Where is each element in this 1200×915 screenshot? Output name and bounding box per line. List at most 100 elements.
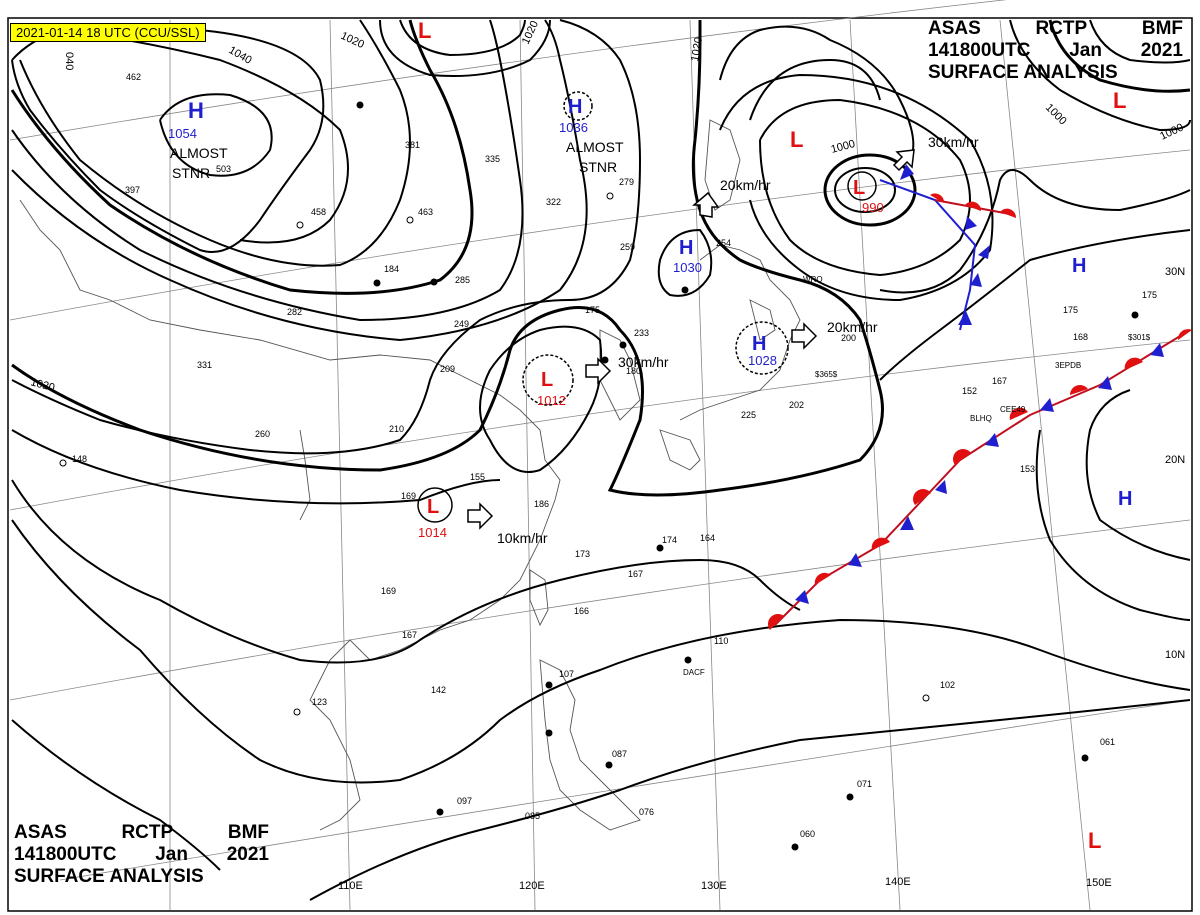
motion-label: 30km/hr: [928, 134, 979, 150]
station-pressure: 175: [1063, 305, 1078, 315]
station-pressure: 381: [405, 140, 420, 150]
station-pressure: 249: [454, 319, 469, 329]
station-pressure: 285: [455, 275, 470, 285]
station-codes: WRO DACF 3EPDB $301$ $365$ BLHQ CEE49: [683, 275, 1151, 677]
header-time: 141800UTC: [14, 844, 117, 865]
station-code: $365$: [815, 370, 838, 379]
station-pressure: 152: [962, 386, 977, 396]
station-pressure: 071: [857, 779, 872, 789]
station-pressure: 061: [1100, 737, 1115, 747]
station-code: WRO: [803, 275, 823, 284]
station-pressure: 166: [574, 606, 589, 616]
header-station: RCTP: [121, 822, 174, 843]
lon-label: 110E: [338, 880, 363, 892]
station-code: CEE49: [1000, 405, 1026, 414]
motion-label: 10km/hr: [497, 530, 548, 546]
station-pressure: 463: [418, 207, 433, 217]
station-pressure: 173: [575, 549, 590, 559]
station-pressure: 225: [741, 410, 756, 420]
station-pressure: 169: [381, 586, 396, 596]
station-pressure: 458: [311, 207, 326, 217]
station-pressure: 175: [1142, 290, 1157, 300]
header-title: SURFACE ANALYSIS: [14, 866, 204, 887]
station-pressure: 282: [287, 307, 302, 317]
motion-labels: 30km/hr 20km/hr 30km/hr 20km/hr 10km/hr: [497, 134, 979, 546]
station-pressure: 233: [634, 328, 649, 338]
graticule-labels: 110E 120E 130E 140E 150E 30N 20N 10N: [338, 266, 1185, 892]
isobars: [10, 19, 1191, 901]
low-center-symbol: L: [418, 18, 431, 43]
station-pressure: 174: [662, 535, 677, 545]
station-pressure: 210: [389, 424, 404, 434]
coastlines: [19, 119, 801, 831]
station-pressure: 167: [402, 630, 417, 640]
station-pressure: 397: [125, 185, 140, 195]
station-pressure: 155: [470, 472, 485, 482]
header-code: BMF: [227, 822, 269, 843]
header-time: 141800UTC: [928, 40, 1031, 61]
station-pressure: 085: [525, 811, 540, 821]
station-pressure: 167: [628, 569, 643, 579]
high-center-symbol: H: [1072, 255, 1086, 277]
station-pressure: 462: [126, 72, 141, 82]
station-pressure: 200: [841, 333, 856, 343]
low-center-symbol: L: [541, 369, 553, 391]
center-note: STNR: [172, 165, 210, 181]
cold-front: [879, 179, 977, 331]
low-center-value: 990: [862, 200, 884, 215]
high-center-symbol: H: [679, 237, 693, 259]
center-note: ALMOST: [170, 145, 228, 161]
high-center-value: 1036: [559, 120, 588, 135]
station-plots: [59, 101, 1139, 851]
header-bottom-left: ASAS RCTP BMF 141800UTC Jan 2021 SURFACE ANA…: [14, 822, 269, 888]
station-pressure: 202: [789, 400, 804, 410]
lat-label: 30N: [1165, 266, 1185, 278]
station-pressure: 168: [1073, 332, 1088, 342]
header-year: 2021: [1140, 40, 1183, 61]
station-pressure: 097: [457, 796, 472, 806]
station-pressure: 142: [431, 685, 446, 695]
station-pressure: 123: [312, 697, 327, 707]
header-top-right: ASAS RCTP BMF 141800UTC Jan 2021 SURFACE ANA…: [928, 18, 1183, 84]
center-note: STNR: [579, 159, 617, 175]
header-code: BMF: [1141, 18, 1183, 39]
station-pressure: 148: [72, 454, 87, 464]
station-code: BLHQ: [970, 414, 992, 423]
station-pressure: 169: [401, 491, 416, 501]
low-center-symbol: L: [853, 177, 865, 199]
high-center-symbol: H: [188, 98, 204, 123]
low-center-value: 1012: [537, 393, 566, 408]
station-pressure: 184: [384, 264, 399, 274]
center-circles: [522, 91, 789, 406]
high-center-value: 1054: [168, 126, 197, 141]
high-center-symbol: H: [752, 333, 766, 355]
analysis-time-stamp: 2021-01-14 18 UTC (CCU/SSL): [10, 23, 206, 42]
station-pressure: 331: [197, 360, 212, 370]
station-pressure: 186: [534, 499, 549, 509]
station-pressure: 322: [546, 197, 561, 207]
station-pressure: 254: [716, 238, 731, 248]
station-pressure: 180: [626, 366, 641, 376]
front-symbols: [767, 164, 1192, 630]
low-center-symbol: L: [427, 496, 439, 518]
high-center-value: 1028: [748, 353, 777, 368]
station-pressure: 102: [940, 680, 955, 690]
header-month: Jan: [155, 844, 188, 865]
station-code: 3EPDB: [1055, 361, 1081, 370]
station-pressure: 164: [700, 533, 715, 543]
motion-label: 30km/hr: [618, 354, 669, 370]
lat-label: 10N: [1165, 649, 1185, 661]
low-center-symbol: L: [790, 127, 803, 152]
header-station: RCTP: [1035, 18, 1088, 39]
motion-arrows: [467, 149, 915, 530]
low-center-symbol: L: [1113, 88, 1126, 113]
station-pressure: 110: [714, 636, 728, 646]
station-pressure: 107: [559, 669, 574, 679]
lat-label: 20N: [1165, 454, 1185, 466]
station-pressure: 076: [639, 807, 654, 817]
lon-label: 120E: [519, 880, 545, 892]
high-center-symbol: H: [568, 96, 582, 118]
station-code: DACF: [683, 668, 705, 677]
pressure-centers: H 1054 ALMOST STNR H 1036 ALMOST STNR H …: [168, 18, 1132, 853]
station-pressure: 175: [585, 305, 600, 315]
